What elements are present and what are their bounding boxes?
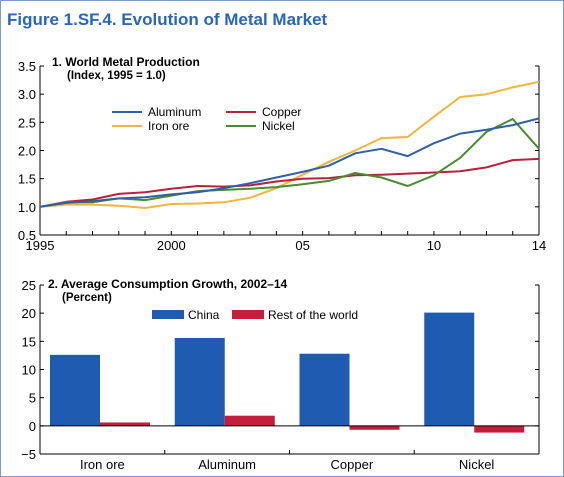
- y-tick-label: 0.5: [18, 228, 36, 243]
- x-category-label: Aluminum: [198, 457, 256, 472]
- bar-rest-of-the-world-nickel: [474, 425, 525, 433]
- legend-swatch-china: [152, 310, 184, 319]
- legend-label-copper: Copper: [262, 105, 301, 119]
- y-tick-label: −5: [21, 447, 36, 462]
- series-line-copper: [39, 157, 540, 208]
- x-tick-label: 05: [295, 238, 309, 253]
- legend-label-china: China: [188, 308, 220, 322]
- series-line-aluminum: [39, 117, 540, 208]
- bar-china-copper: [299, 353, 350, 426]
- y-tick-label: 3.0: [18, 87, 36, 102]
- x-tick-label: 10: [427, 238, 441, 253]
- x-category-label: Copper: [331, 457, 374, 472]
- bar-china-aluminum: [174, 337, 225, 426]
- line-panel-title: 1. World Metal Production: [52, 55, 200, 69]
- y-tick-label: 2.0: [18, 144, 36, 159]
- bar-rest-of-the-world-aluminum: [224, 415, 275, 426]
- bar-china-iron-ore: [50, 354, 100, 426]
- y-tick-label: 10: [22, 363, 36, 378]
- y-tick-label: 5: [29, 391, 36, 406]
- bar-panel-title: 2. Average Consumption Growth, 2002–14: [48, 277, 288, 291]
- bar-rest-of-the-world-iron-ore: [100, 422, 150, 426]
- legend-label-iron-ore: Iron ore: [148, 119, 190, 133]
- x-tick-label: 2000: [157, 238, 186, 253]
- line-panel-subtitle: (Index, 1995 = 1.0): [67, 70, 166, 82]
- y-tick-label: 0: [29, 419, 36, 434]
- bar-panel-subtitle: (Percent): [62, 292, 112, 304]
- y-tick-label: 25: [22, 278, 36, 293]
- y-tick-label: 2.5: [18, 115, 36, 130]
- line-chart-panel: 0.5 1.0 1.5 2.0 2.5 3.0 3.5 1995 2000 05 10 14 Alumi…: [18, 59, 546, 253]
- legend-label-aluminum: Aluminum: [148, 105, 201, 119]
- legend-label-rest-of-the-world: Rest of the world: [268, 308, 358, 322]
- bar-chart-panel: −5 0 5 10 15 20 25 Iron ore Aluminum Copper Nickel…: [21, 278, 540, 472]
- y-tick-label: 15: [22, 334, 36, 349]
- legend-label-nickel: Nickel: [262, 119, 295, 133]
- bar-rest-of-the-world-copper: [349, 425, 400, 430]
- series-line-iron-ore: [39, 80, 540, 209]
- x-tick-label: 14: [532, 238, 546, 253]
- y-tick-label: 1.0: [18, 200, 36, 215]
- legend-swatch-rest-of-the-world: [232, 310, 264, 319]
- x-category-label: Iron ore: [80, 457, 125, 472]
- x-tick-label: 1995: [26, 238, 55, 253]
- y-tick-label: 1.5: [18, 172, 36, 187]
- y-tick-label: 3.5: [18, 59, 36, 74]
- bar-china-nickel: [424, 312, 475, 426]
- x-category-label: Nickel: [459, 457, 495, 472]
- figure-title: Figure 1.SF.4. Evolution of Metal Market: [7, 10, 328, 29]
- y-tick-label: 20: [22, 306, 36, 321]
